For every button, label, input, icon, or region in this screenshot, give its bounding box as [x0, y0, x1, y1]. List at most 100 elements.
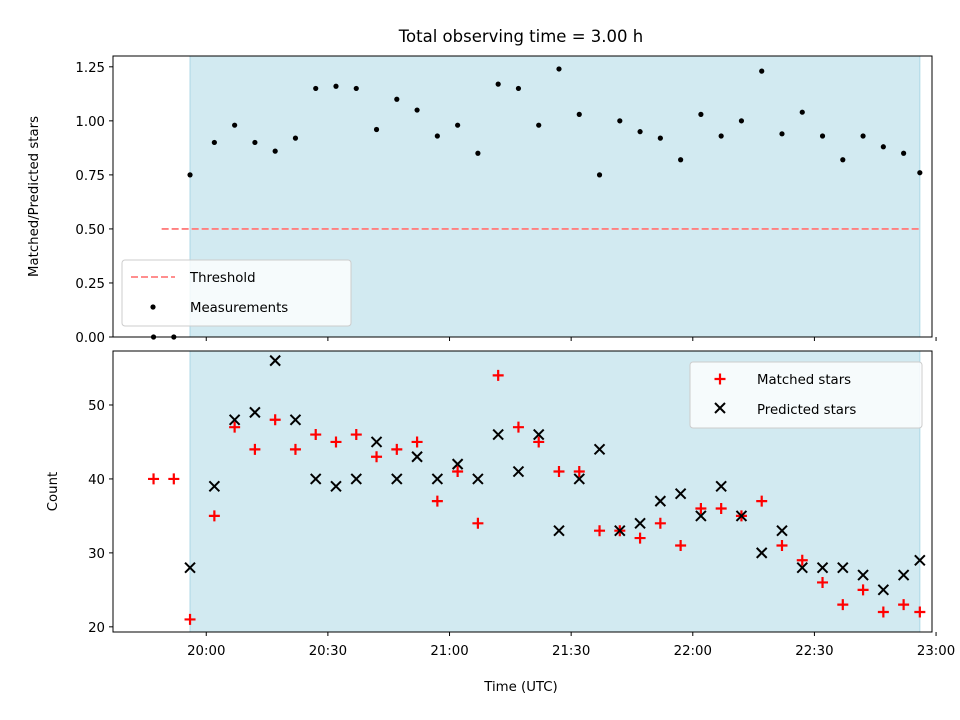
- measurement-point: [515, 85, 522, 92]
- legend-measurements-label: Measurements: [190, 301, 288, 316]
- top-legend: Threshold Measurements: [121, 259, 352, 327]
- predicted-star-point: [695, 510, 707, 522]
- matched-star-point: [533, 436, 545, 448]
- measurement-point: [637, 129, 643, 135]
- predicted-star-point: [914, 554, 926, 566]
- top-panel: 0.00 0.25 0.50 0.75 1.00 1.25 Matched/Predicte…: [27, 55, 937, 346]
- measurement-point: [917, 170, 923, 176]
- matched-star-point: [350, 429, 362, 441]
- predicted-star-point: [553, 524, 565, 537]
- measurement-point: [313, 85, 319, 92]
- x-tick-label: 20:30: [309, 644, 347, 659]
- matched-star-point: [371, 451, 383, 463]
- measurement-point: [678, 157, 684, 163]
- predicted-star-point: [451, 458, 464, 470]
- measurement-point: [698, 111, 704, 117]
- legend-predicted-label: Predicted stars: [757, 403, 856, 418]
- bottom-legend: Matched stars Predicted stars: [689, 361, 923, 429]
- y-tick-label: 20: [88, 621, 105, 636]
- measurement-point: [901, 150, 907, 156]
- measurement-point: [799, 109, 805, 115]
- y-tick-label: 1.00: [75, 115, 105, 130]
- x-tick-label: 22:00: [674, 644, 712, 659]
- measurement-point: [394, 96, 400, 102]
- measurement-point: [718, 133, 724, 139]
- legend-box: [689, 361, 923, 429]
- legend-matched-swatch: [714, 373, 726, 385]
- matched-star-point: [492, 369, 504, 381]
- predicted-star-point: [533, 428, 545, 441]
- matched-star-point: [914, 606, 926, 618]
- predicted-star-point: [512, 465, 525, 478]
- matched-star-point: [512, 421, 524, 433]
- x-tick-label: 20:00: [187, 644, 225, 659]
- measurement-point: [252, 139, 258, 146]
- measurement-point: [576, 111, 582, 117]
- matched-star-point: [695, 503, 707, 515]
- measurement-point: [738, 118, 745, 124]
- matched-star-point: [208, 510, 220, 522]
- matched-star-point: [756, 495, 768, 507]
- measurement-point: [556, 66, 562, 72]
- predicted-star-point: [492, 428, 504, 441]
- predicted-star-point: [228, 414, 241, 426]
- measurement-point: [536, 122, 542, 128]
- predicted-star-point: [715, 480, 727, 493]
- y-axis-label: Matched/Predicted stars: [27, 116, 42, 277]
- matched-star-point: [249, 443, 261, 455]
- measurement-point: [657, 135, 663, 141]
- matched-star-point: [877, 606, 889, 618]
- measurement-point: [495, 81, 501, 87]
- y-tick-label: 40: [88, 473, 105, 488]
- x-tick-label: 22:30: [795, 644, 833, 659]
- measurement-point: [292, 135, 299, 141]
- predicted-star-point: [796, 561, 808, 574]
- chart-title: Total observing time = 3.00 h: [398, 27, 643, 46]
- predicted-star-point: [431, 473, 444, 485]
- measurement-point: [434, 133, 440, 139]
- measurement-point: [475, 150, 481, 156]
- matched-star-point: [594, 525, 606, 537]
- matched-star-point: [411, 436, 423, 448]
- matched-star-point: [289, 443, 301, 455]
- measurement-point: [232, 122, 238, 128]
- measurement-point: [779, 131, 785, 137]
- predicted-star-point: [735, 510, 748, 522]
- y-tick-label: 0.00: [75, 331, 105, 346]
- predicted-star-point: [573, 473, 585, 485]
- measurement-point: [455, 122, 461, 128]
- measurement-point: [333, 83, 339, 89]
- predicted-star-point: [472, 473, 484, 485]
- matched-star-point: [431, 495, 443, 507]
- matched-star-point: [269, 414, 281, 426]
- measurement-point: [596, 172, 603, 178]
- legend-measurements-swatch: [150, 304, 156, 310]
- measurement-point: [860, 133, 866, 139]
- legend-predicted-swatch: [714, 402, 726, 414]
- predicted-star-point: [674, 488, 687, 500]
- predicted-star-point: [350, 473, 362, 485]
- predicted-star-point: [330, 480, 342, 493]
- predicted-star-point: [310, 473, 322, 485]
- measurement-point: [211, 139, 217, 146]
- axes-frame: [112, 350, 933, 633]
- y-tick-label: 0.75: [75, 169, 105, 184]
- predicted-star-point: [370, 436, 383, 448]
- y-tick-label: 50: [88, 399, 105, 414]
- matched-star-point: [229, 421, 241, 433]
- y-tick-label: 1.25: [75, 61, 105, 76]
- predicted-star-point: [184, 561, 196, 574]
- axes-frame: [112, 55, 933, 338]
- predicted-star-point: [411, 451, 423, 463]
- legend-box: [121, 259, 352, 327]
- x-tick-label: 21:30: [552, 644, 590, 659]
- matched-star-point: [148, 473, 160, 485]
- matched-star-point: [817, 576, 829, 588]
- measurement-point: [617, 118, 623, 124]
- predicted-star-point: [269, 354, 281, 367]
- legend-threshold-label: Threshold: [189, 271, 256, 286]
- predicted-star-point: [614, 524, 626, 537]
- matched-star-point: [330, 436, 342, 448]
- y-tick-label: 0.50: [75, 223, 105, 238]
